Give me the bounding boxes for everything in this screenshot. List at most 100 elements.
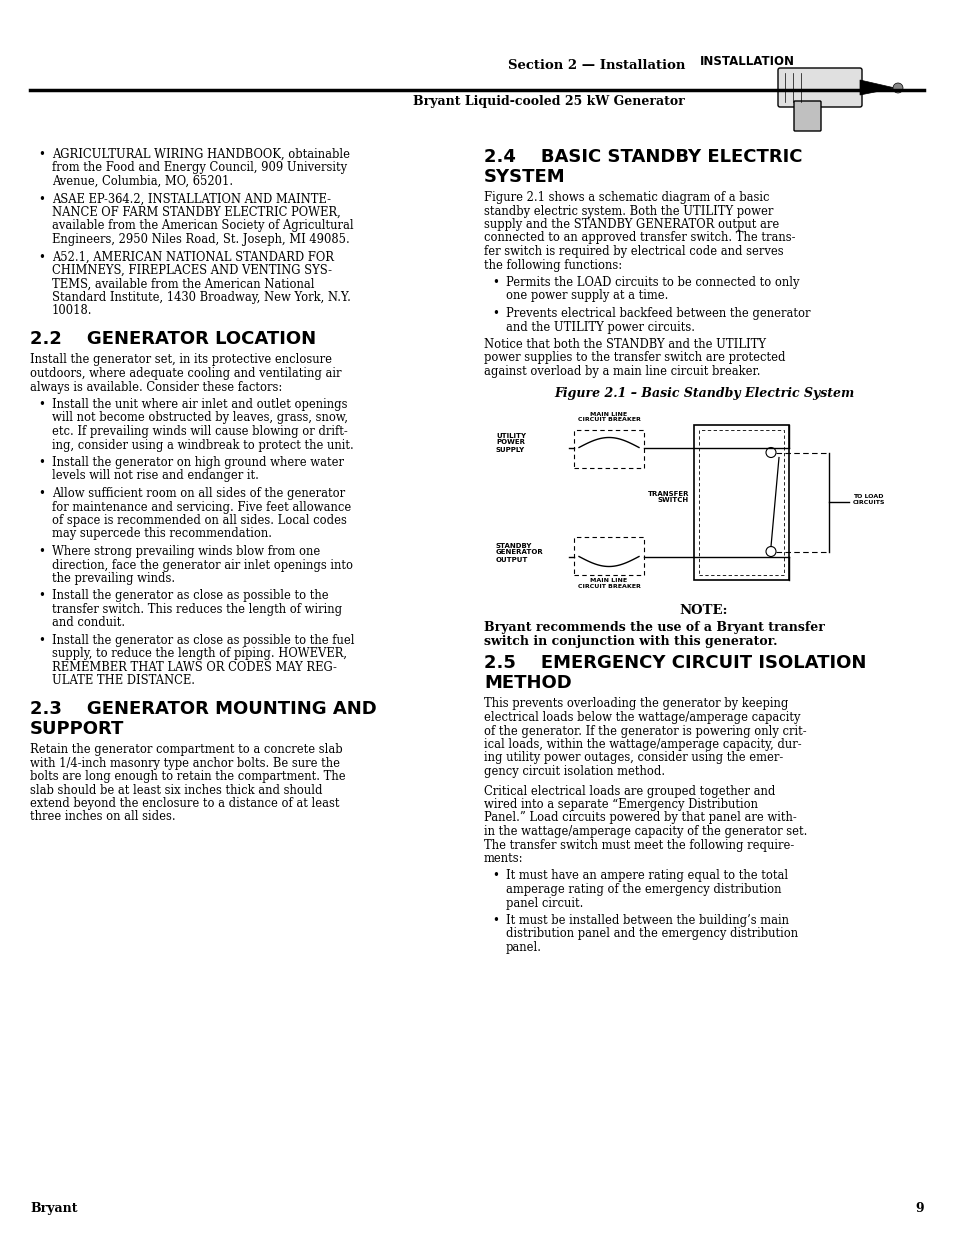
Text: 10018.: 10018.	[52, 305, 92, 317]
Text: •: •	[38, 545, 45, 558]
Text: fer switch is required by electrical code and serves: fer switch is required by electrical cod…	[483, 245, 782, 258]
Text: TEMS, available from the American National: TEMS, available from the American Nation…	[52, 278, 314, 290]
Text: power supplies to the transfer switch are protected: power supplies to the transfer switch ar…	[483, 352, 784, 364]
Text: Where strong prevailing winds blow from one: Where strong prevailing winds blow from …	[52, 545, 320, 558]
Text: gency circuit isolation method.: gency circuit isolation method.	[483, 764, 664, 778]
Text: Install the generator set, in its protective enclosure: Install the generator set, in its protec…	[30, 353, 332, 367]
Text: transfer switch. This reduces the length of wiring: transfer switch. This reduces the length…	[52, 603, 342, 616]
Text: Avenue, Columbia, MO, 65201.: Avenue, Columbia, MO, 65201.	[52, 175, 233, 188]
Text: Bryant: Bryant	[30, 1202, 77, 1215]
Bar	[574, 430, 643, 468]
Bar	[693, 425, 788, 579]
Polygon shape	[859, 80, 894, 95]
Text: 9: 9	[915, 1202, 923, 1215]
Text: Figure 2.1 shows a schematic diagram of a basic: Figure 2.1 shows a schematic diagram of …	[483, 191, 769, 204]
Text: TO LOAD
CIRCUITS: TO LOAD CIRCUITS	[852, 494, 884, 505]
Text: 2.5    EMERGENCY CIRCUIT ISOLATION: 2.5 EMERGENCY CIRCUIT ISOLATION	[483, 655, 865, 673]
Text: Install the generator as close as possible to the: Install the generator as close as possib…	[52, 589, 328, 603]
Text: wired into a separate “Emergency Distribution: wired into a separate “Emergency Distrib…	[483, 798, 758, 811]
Text: distribution panel and the emergency distribution: distribution panel and the emergency dis…	[505, 927, 798, 941]
Text: ments:: ments:	[483, 852, 523, 864]
Text: ULATE THE DISTANCE.: ULATE THE DISTANCE.	[52, 674, 194, 688]
Text: NOTE:: NOTE:	[679, 604, 727, 618]
Text: Notice that both the STANDBY and the UTILITY: Notice that both the STANDBY and the UTI…	[483, 338, 765, 351]
Text: electrical loads below the wattage/amperage capacity: electrical loads below the wattage/amper…	[483, 711, 800, 724]
Text: etc. If prevailing winds will cause blowing or drift-: etc. If prevailing winds will cause blow…	[52, 425, 348, 438]
Text: •: •	[38, 193, 45, 205]
Text: MAIN LINE
CIRCUIT BREAKER: MAIN LINE CIRCUIT BREAKER	[577, 411, 639, 422]
Text: panel circuit.: panel circuit.	[505, 897, 583, 909]
Text: ical loads, within the wattage/amperage capacity, dur-: ical loads, within the wattage/amperage …	[483, 739, 801, 751]
Text: •: •	[38, 456, 45, 469]
Text: supply, to reduce the length of piping. HOWEVER,: supply, to reduce the length of piping. …	[52, 647, 347, 661]
Text: the following functions:: the following functions:	[483, 258, 621, 272]
Text: of the generator. If the generator is powering only crit-: of the generator. If the generator is po…	[483, 725, 806, 737]
Text: •: •	[38, 487, 45, 500]
Text: ing, consider using a windbreak to protect the unit.: ing, consider using a windbreak to prote…	[52, 438, 354, 452]
Text: •: •	[492, 308, 498, 320]
Text: 2.3    GENERATOR MOUNTING AND: 2.3 GENERATOR MOUNTING AND	[30, 700, 376, 718]
Text: Permits the LOAD circuits to be connected to only: Permits the LOAD circuits to be connecte…	[505, 275, 799, 289]
Bar	[574, 536, 643, 574]
Text: UTILITY
POWER
SUPPLY: UTILITY POWER SUPPLY	[496, 432, 525, 452]
Text: Standard Institute, 1430 Broadway, New York, N.Y.: Standard Institute, 1430 Broadway, New Y…	[52, 291, 351, 304]
Text: •: •	[38, 398, 45, 411]
Text: from the Food and Energy Council, 909 University: from the Food and Energy Council, 909 Un…	[52, 162, 347, 174]
Text: connected to an approved transfer switch. The trans-: connected to an approved transfer switch…	[483, 231, 795, 245]
Text: outdoors, where adequate cooling and ventilating air: outdoors, where adequate cooling and ven…	[30, 367, 341, 380]
Text: and conduit.: and conduit.	[52, 616, 125, 630]
Text: Bryant recommends the use of a Bryant transfer: Bryant recommends the use of a Bryant tr…	[483, 620, 824, 634]
Text: CHIMNEYS, FIREPLACES AND VENTING SYS-: CHIMNEYS, FIREPLACES AND VENTING SYS-	[52, 264, 332, 277]
Text: NANCE OF FARM STANDBY ELECTRIC POWER,: NANCE OF FARM STANDBY ELECTRIC POWER,	[52, 206, 340, 219]
Text: Install the generator on high ground where water: Install the generator on high ground whe…	[52, 456, 344, 469]
Text: and the UTILITY power circuits.: and the UTILITY power circuits.	[505, 321, 695, 333]
Text: Allow sufficient room on all sides of the generator: Allow sufficient room on all sides of th…	[52, 487, 345, 500]
Text: •: •	[492, 869, 498, 883]
Text: Section 2 — Installation: Section 2 — Installation	[507, 59, 684, 72]
Text: standby electric system. Both the UTILITY power: standby electric system. Both the UTILIT…	[483, 205, 773, 217]
Text: extend beyond the enclosure to a distance of at least: extend beyond the enclosure to a distanc…	[30, 797, 339, 810]
Text: Install the generator as close as possible to the fuel: Install the generator as close as possib…	[52, 634, 355, 647]
Text: levels will not rise and endanger it.: levels will not rise and endanger it.	[52, 469, 258, 483]
Bar	[699, 430, 783, 574]
Text: •: •	[38, 251, 45, 263]
Text: may supercede this recommendation.: may supercede this recommendation.	[52, 527, 272, 541]
Text: •: •	[38, 589, 45, 603]
Text: Critical electrical loads are grouped together and: Critical electrical loads are grouped to…	[483, 784, 775, 798]
Text: This prevents overloading the generator by keeping: This prevents overloading the generator …	[483, 698, 787, 710]
Text: AGRICULTURAL WIRING HANDBOOK, obtainable: AGRICULTURAL WIRING HANDBOOK, obtainable	[52, 148, 350, 161]
Text: of space is recommended on all sides. Local codes: of space is recommended on all sides. Lo…	[52, 514, 347, 527]
Text: Bryant Liquid-cooled 25 kW Generator: Bryant Liquid-cooled 25 kW Generator	[413, 95, 684, 107]
Text: ASAE EP-364.2, INSTALLATION AND MAINTE-: ASAE EP-364.2, INSTALLATION AND MAINTE-	[52, 193, 331, 205]
Text: TRANSFER
SWITCH: TRANSFER SWITCH	[647, 490, 688, 504]
Text: A52.1, AMERICAN NATIONAL STANDARD FOR: A52.1, AMERICAN NATIONAL STANDARD FOR	[52, 251, 334, 263]
FancyBboxPatch shape	[778, 68, 862, 107]
Text: 2.4    BASIC STANDBY ELECTRIC: 2.4 BASIC STANDBY ELECTRIC	[483, 148, 801, 165]
Text: 2.2    GENERATOR LOCATION: 2.2 GENERATOR LOCATION	[30, 330, 315, 348]
Text: bolts are long enough to retain the compartment. The: bolts are long enough to retain the comp…	[30, 769, 345, 783]
Text: available from the American Society of Agricultural: available from the American Society of A…	[52, 220, 354, 232]
Text: in the wattage/amperage capacity of the generator set.: in the wattage/amperage capacity of the …	[483, 825, 806, 839]
Text: against overload by a main line circuit breaker.: against overload by a main line circuit …	[483, 366, 760, 378]
Text: direction, face the generator air inlet openings into: direction, face the generator air inlet …	[52, 558, 353, 572]
Text: MAIN LINE
CIRCUIT BREAKER: MAIN LINE CIRCUIT BREAKER	[577, 578, 639, 589]
Text: REMEMBER THAT LAWS OR CODES MAY REG-: REMEMBER THAT LAWS OR CODES MAY REG-	[52, 661, 336, 674]
Text: one power supply at a time.: one power supply at a time.	[505, 289, 668, 303]
Text: for maintenance and servicing. Five feet allowance: for maintenance and servicing. Five feet…	[52, 500, 351, 514]
Text: Engineers, 2950 Niles Road, St. Joseph, MI 49085.: Engineers, 2950 Niles Road, St. Joseph, …	[52, 233, 350, 246]
Text: always is available. Consider these factors:: always is available. Consider these fact…	[30, 380, 282, 394]
Text: The transfer switch must meet the following require-: The transfer switch must meet the follow…	[483, 839, 794, 851]
Text: Install the unit where air inlet and outlet openings: Install the unit where air inlet and out…	[52, 398, 347, 411]
Text: ing utility power outages, consider using the emer-: ing utility power outages, consider usin…	[483, 752, 782, 764]
Text: Retain the generator compartment to a concrete slab: Retain the generator compartment to a co…	[30, 743, 342, 756]
Text: three inches on all sides.: three inches on all sides.	[30, 810, 175, 824]
Text: SYSTEM: SYSTEM	[483, 168, 565, 185]
Text: SUPPORT: SUPPORT	[30, 720, 124, 737]
Text: switch in conjunction with this generator.: switch in conjunction with this generato…	[483, 635, 777, 647]
Text: It must have an ampere rating equal to the total: It must have an ampere rating equal to t…	[505, 869, 787, 883]
Text: INSTALLATION: INSTALLATION	[700, 56, 794, 68]
Text: Figure 2.1 – Basic Standby Electric System: Figure 2.1 – Basic Standby Electric Syst…	[554, 387, 853, 399]
FancyBboxPatch shape	[793, 101, 821, 131]
Text: Prevents electrical backfeed between the generator: Prevents electrical backfeed between the…	[505, 308, 810, 320]
Text: the prevailing winds.: the prevailing winds.	[52, 572, 175, 585]
